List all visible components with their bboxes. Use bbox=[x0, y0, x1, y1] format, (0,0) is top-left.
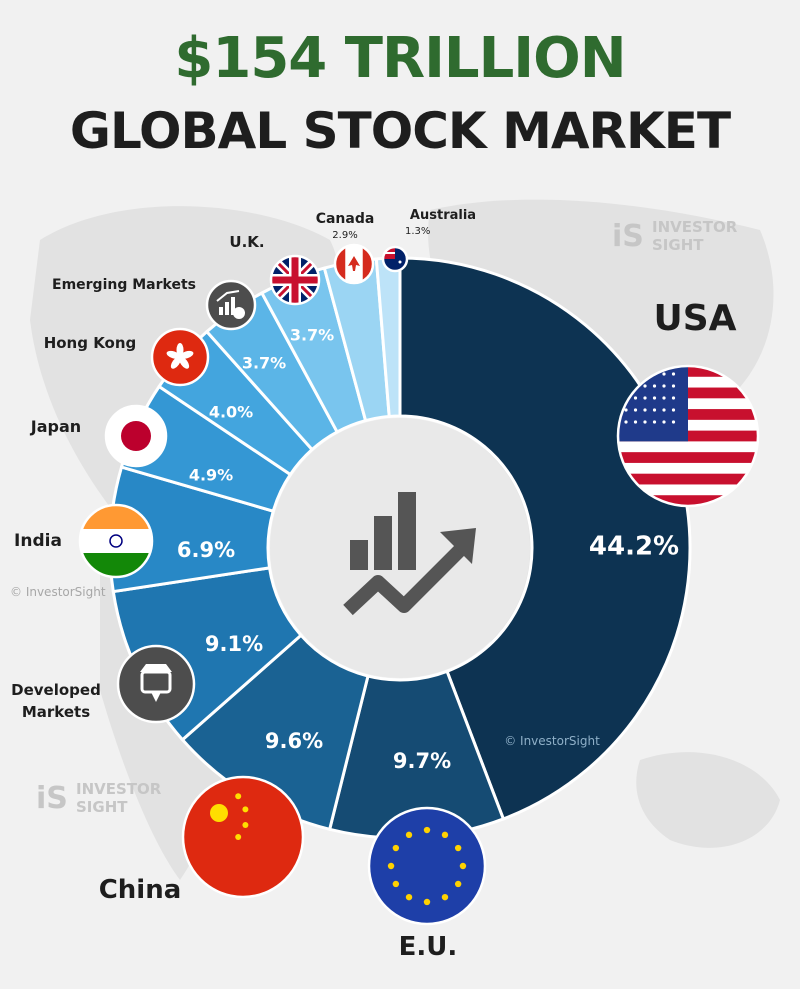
svg-text:INVESTOR: INVESTOR bbox=[652, 218, 738, 236]
rising-bar-chart-icon bbox=[343, 492, 476, 616]
value-label: 1.3% bbox=[405, 226, 430, 237]
developed-markets-icon bbox=[116, 644, 196, 724]
copyright-watermark: © InvestorSight bbox=[10, 585, 106, 599]
emerging-markets-icon bbox=[205, 279, 257, 331]
copyright-watermark: © InvestorSight bbox=[504, 734, 600, 748]
canada-flag-icon bbox=[333, 243, 375, 285]
svg-text:iS: iS bbox=[36, 781, 68, 816]
category-label: India bbox=[14, 531, 62, 551]
category-label: U.K. bbox=[229, 233, 264, 251]
svg-text:Markets: Markets bbox=[22, 703, 90, 721]
australia-flag-icon bbox=[381, 245, 409, 273]
value-label: 9.6% bbox=[265, 729, 323, 753]
svg-text:USA: USA bbox=[653, 298, 736, 339]
value-label: 44.2% bbox=[589, 532, 679, 562]
svg-text:Hong Kong: Hong Kong bbox=[44, 334, 137, 352]
value-label: 3.7% bbox=[242, 354, 286, 373]
svg-text:Japan: Japan bbox=[30, 417, 81, 436]
slice-usa bbox=[398, 256, 692, 821]
svg-text:China: China bbox=[99, 875, 182, 905]
svg-text:E.U.: E.U. bbox=[399, 932, 458, 962]
chart-subtitle: GLOBAL STOCK MARKET bbox=[69, 102, 731, 160]
value-label: 6.9% bbox=[177, 538, 235, 562]
eu-flag-icon bbox=[367, 806, 487, 926]
value-label: 9.7% bbox=[393, 749, 451, 773]
svg-text:Emerging Markets: Emerging Markets bbox=[52, 277, 196, 293]
value-label: 2.9% bbox=[332, 230, 357, 241]
svg-text:U.K.: U.K. bbox=[229, 233, 264, 251]
svg-text:Australia: Australia bbox=[410, 208, 476, 223]
value-label: 4.9% bbox=[189, 466, 233, 485]
category-label: USA bbox=[653, 298, 736, 339]
category-label: China bbox=[99, 875, 182, 905]
category-label: Emerging Markets bbox=[52, 277, 196, 293]
value-label: 4.0% bbox=[209, 403, 253, 422]
china-flag-icon bbox=[181, 775, 305, 899]
value-label: 3.7% bbox=[290, 326, 334, 345]
svg-text:Canada: Canada bbox=[316, 211, 375, 227]
usa-flag-icon bbox=[616, 364, 760, 508]
svg-text:India: India bbox=[14, 531, 62, 551]
category-label: Canada 2.9% bbox=[316, 211, 375, 241]
category-label: Japan bbox=[30, 417, 81, 436]
svg-text:SIGHT: SIGHT bbox=[76, 798, 128, 816]
svg-text:Developed: Developed bbox=[11, 681, 101, 699]
value-label: 9.1% bbox=[205, 632, 263, 656]
category-label: Developed Markets bbox=[11, 681, 101, 721]
chart-title: $154 TRILLION bbox=[174, 26, 626, 91]
svg-text:INVESTOR: INVESTOR bbox=[76, 780, 162, 798]
india-flag-icon bbox=[78, 503, 154, 579]
hong-kong-flag-icon bbox=[150, 327, 210, 387]
japan-flag-icon bbox=[104, 404, 168, 468]
category-label: Hong Kong bbox=[44, 334, 137, 352]
uk-flag-icon bbox=[269, 254, 321, 306]
category-label: E.U. bbox=[399, 932, 458, 962]
svg-text:iS: iS bbox=[612, 219, 644, 254]
svg-text:SIGHT: SIGHT bbox=[652, 236, 704, 254]
category-label: Australia 1.3% bbox=[405, 208, 476, 237]
